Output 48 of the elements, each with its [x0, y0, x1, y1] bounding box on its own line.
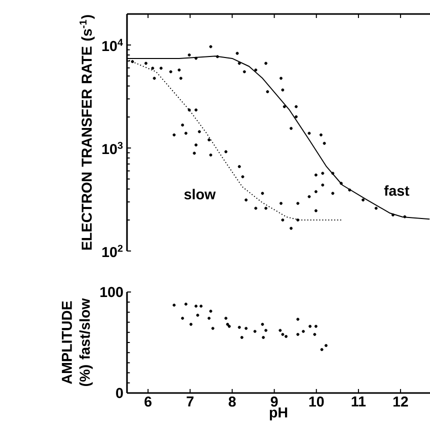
- point: [240, 336, 244, 339]
- point: [253, 330, 256, 333]
- point: [324, 344, 328, 348]
- point: [196, 314, 200, 317]
- point: [181, 316, 184, 320]
- x-tick-label: 10: [309, 396, 324, 407]
- point: [244, 326, 248, 330]
- point: [262, 336, 265, 339]
- point: [194, 304, 198, 308]
- point: [189, 322, 192, 326]
- point: [208, 316, 211, 320]
- point: [238, 326, 241, 329]
- point: [226, 322, 230, 326]
- x-tick-label: 8: [228, 396, 236, 407]
- point: [228, 324, 231, 328]
- x-tick-label: 9: [270, 396, 278, 407]
- point: [284, 334, 288, 338]
- point: [313, 332, 316, 336]
- annotation: slow: [184, 188, 216, 200]
- point: [314, 324, 318, 328]
- y-axis-title: AMPLITUDE (%) fast/slow: [62, 298, 93, 386]
- x-axis-title: pH: [270, 408, 288, 420]
- y-tick-label: 100: [100, 286, 123, 298]
- y-axis-title: ELECTRON TRANSFER RATE (s$^{-1}$): [80, 15, 95, 250]
- point: [308, 324, 312, 328]
- point: [302, 330, 305, 333]
- y-tick-label: 10$^{3}$: [102, 142, 123, 154]
- point: [320, 348, 324, 352]
- point: [224, 316, 228, 320]
- point: [209, 310, 212, 313]
- y-tick-label: 0: [116, 388, 123, 398]
- x-tick-label: 11: [352, 396, 366, 406]
- point: [278, 328, 282, 332]
- x-tick-label: 12: [393, 396, 408, 407]
- x-tick-label: 7: [186, 396, 194, 406]
- y-tick-label: 10$^{4}$: [102, 38, 123, 52]
- point: [264, 328, 268, 332]
- y-tick-label: 10$^{2}$: [102, 244, 123, 258]
- point: [200, 304, 203, 308]
- point: [296, 318, 300, 321]
- point: [211, 326, 214, 330]
- point: [172, 304, 176, 307]
- point: [296, 332, 300, 336]
- annotation: fast: [384, 185, 410, 196]
- point: [184, 302, 188, 306]
- point: [261, 322, 264, 326]
- point: [281, 332, 284, 336]
- x-tick-label: 6: [144, 396, 152, 407]
